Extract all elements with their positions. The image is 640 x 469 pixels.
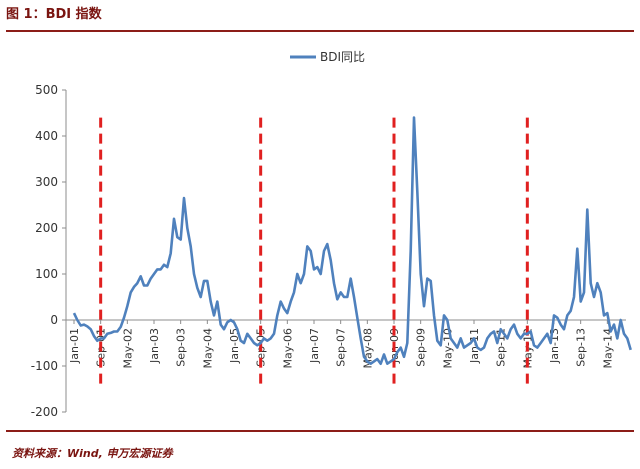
bottom-rule xyxy=(6,430,634,432)
x-tick-label: Jan-11 xyxy=(468,328,481,364)
x-tick-label: Sep-11 xyxy=(495,328,508,367)
x-tick-label: Jan-01 xyxy=(68,328,81,364)
x-tick-label: Jan-03 xyxy=(148,328,161,364)
x-tick-label: Sep-03 xyxy=(175,328,188,367)
y-tick-label: 500 xyxy=(35,83,58,97)
x-ticks: Jan-01Sep-01May-02Jan-03Sep-03May-04Jan-… xyxy=(68,320,614,369)
y-tick-label: 200 xyxy=(35,221,58,235)
legend: BDI同比 xyxy=(290,50,365,64)
series-line-bdi-yoy xyxy=(72,116,632,365)
top-rule xyxy=(6,30,634,32)
y-tick-label: 100 xyxy=(35,267,58,281)
y-tick-label: 400 xyxy=(35,129,58,143)
y-tick-label: -200 xyxy=(31,405,58,419)
y-tick-label: 0 xyxy=(50,313,58,327)
y-ticks: -200 -100 0 100 200 300 400 500 xyxy=(31,83,66,419)
x-tick-label: May-14 xyxy=(601,328,614,369)
x-tick-label: May-04 xyxy=(201,328,214,369)
x-tick-label: Sep-07 xyxy=(335,328,348,367)
y-tick-label: -100 xyxy=(31,359,58,373)
legend-label: BDI同比 xyxy=(320,50,365,64)
x-tick-label: Sep-09 xyxy=(415,328,428,367)
source-note: 资料来源：Wind, 申万宏源证券 xyxy=(12,447,173,460)
x-tick-label: Jan-07 xyxy=(308,328,321,364)
x-tick-label: May-02 xyxy=(121,328,134,369)
x-tick-label: May-10 xyxy=(441,328,454,369)
x-tick-label: Jan-05 xyxy=(228,328,241,364)
x-tick-label: Sep-13 xyxy=(575,328,588,367)
y-tick-label: 300 xyxy=(35,175,58,189)
figure-title: 图 1：BDI 指数 xyxy=(6,7,102,22)
x-tick-label: May-06 xyxy=(281,328,294,369)
x-tick-label: Jan-13 xyxy=(548,328,561,364)
